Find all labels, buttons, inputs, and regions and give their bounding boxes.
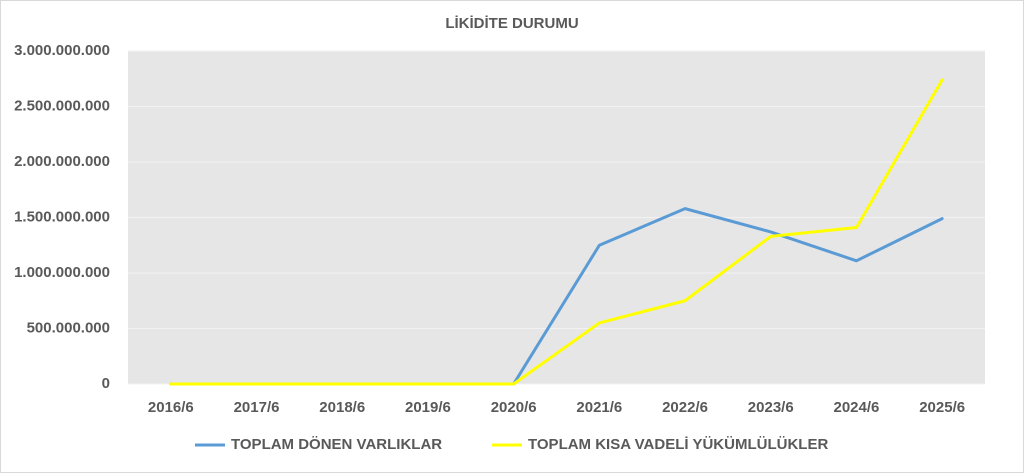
x-tick-label: 2017/6 [234, 399, 280, 416]
x-tick-label: 2025/6 [919, 399, 965, 416]
x-tick-label: 2024/6 [834, 399, 880, 416]
y-tick-label: 1.000.000.000 [14, 264, 110, 281]
y-tick-label: 2.500.000.000 [14, 97, 110, 114]
x-tick-label: 2016/6 [148, 399, 194, 416]
legend-label: TOPLAM KISA VADELİ YÜKÜMLÜLÜKLER [528, 436, 828, 453]
y-tick-label: 3.000.000.000 [14, 42, 110, 59]
legend-label: TOPLAM DÖNEN VARLIKLAR [231, 436, 442, 453]
x-tick-label: 2018/6 [319, 399, 365, 416]
x-tick-label: 2021/6 [576, 399, 622, 416]
y-tick-label: 500.000.000 [27, 319, 110, 336]
y-tick-label: 1.500.000.000 [14, 208, 110, 225]
y-tick-label: 2.000.000.000 [14, 153, 110, 170]
x-tick-label: 2022/6 [662, 399, 708, 416]
chart-title: LİKİDİTE DURUMU [445, 15, 578, 32]
y-tick-label: 0 [102, 375, 110, 392]
x-tick-label: 2023/6 [748, 399, 794, 416]
x-tick-label: 2019/6 [405, 399, 451, 416]
x-tick-label: 2020/6 [491, 399, 537, 416]
series-line [169, 78, 944, 386]
